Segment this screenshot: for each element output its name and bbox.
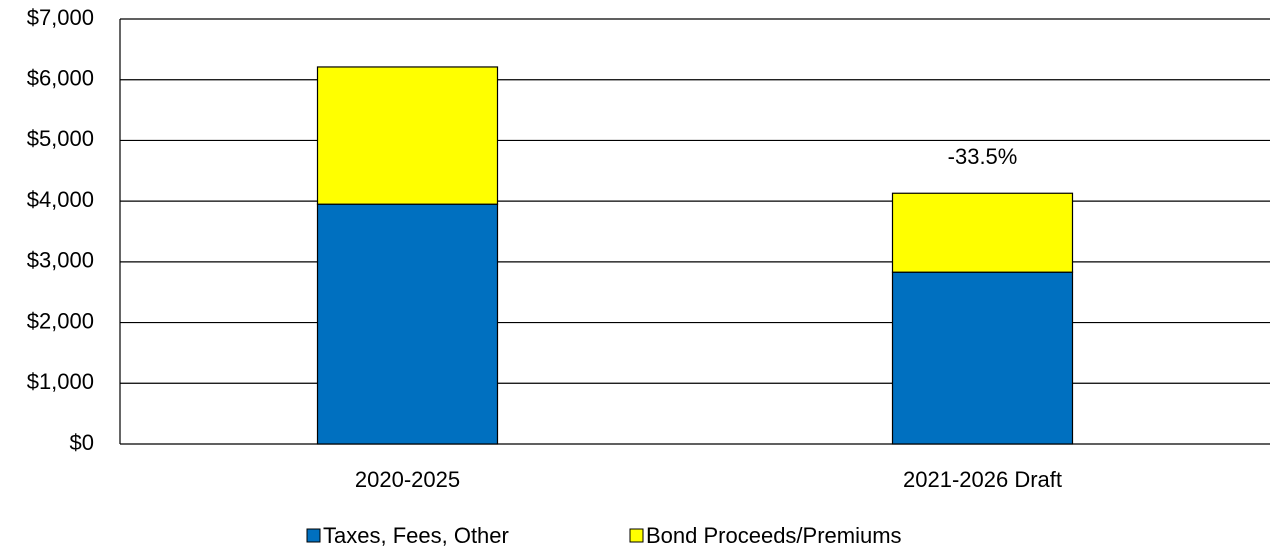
legend-label: Bond Proceeds/Premiums	[646, 523, 902, 548]
y-tick-label: $2,000	[27, 308, 94, 333]
bar-segment	[891, 192, 1074, 273]
x-tick-label: 2020-2025	[355, 467, 460, 492]
y-tick-label: $6,000	[27, 66, 94, 91]
y-tick-label: $5,000	[27, 126, 94, 151]
bar-segment	[891, 271, 1074, 445]
y-tick-label: $3,000	[27, 248, 94, 273]
legend-swatch	[306, 528, 321, 543]
y-tick-label: $4,000	[27, 187, 94, 212]
bar-segment	[316, 66, 499, 205]
legend-swatch	[629, 528, 644, 543]
annotation: -33.5%	[948, 144, 1018, 169]
y-tick-label: $1,000	[27, 369, 94, 394]
legend-label: Taxes, Fees, Other	[323, 523, 509, 548]
x-tick-label: 2021-2026 Draft	[903, 467, 1062, 492]
y-tick-label: $7,000	[27, 5, 94, 30]
y-tick-label: $0	[70, 430, 94, 455]
bar-segment	[316, 203, 499, 445]
